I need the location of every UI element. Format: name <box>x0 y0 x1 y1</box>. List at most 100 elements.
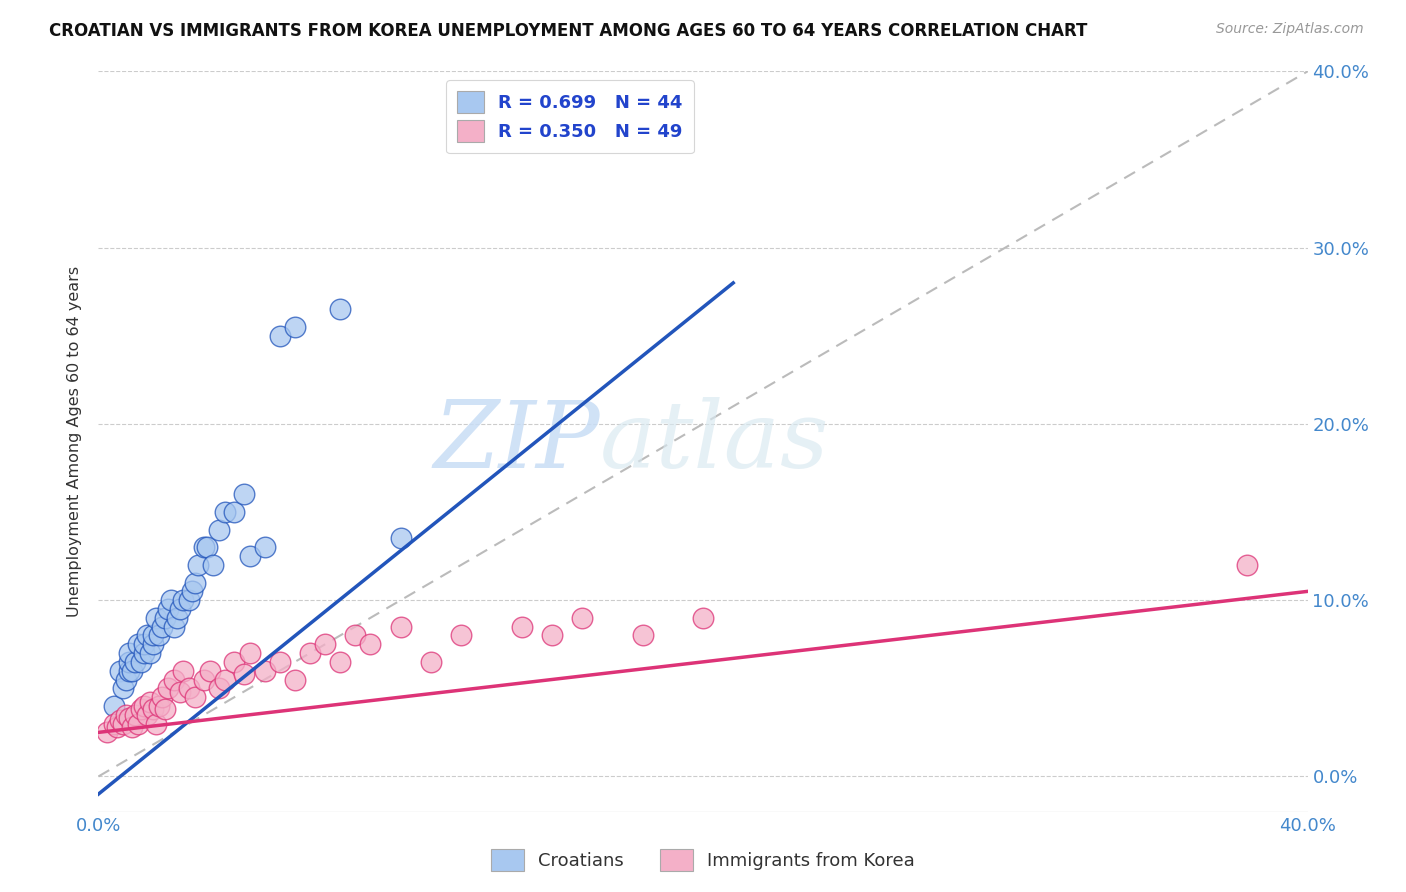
Point <box>139 695 162 709</box>
Legend: Croatians, Immigrants from Korea: Croatians, Immigrants from Korea <box>484 842 922 879</box>
Point <box>163 673 186 687</box>
Point <box>169 602 191 616</box>
Point <box>105 720 128 734</box>
Point <box>135 628 157 642</box>
Point <box>103 716 125 731</box>
Point <box>571 611 593 625</box>
Point <box>153 702 176 716</box>
Point <box>121 664 143 678</box>
Point <box>193 541 215 555</box>
Point <box>145 611 167 625</box>
Point <box>139 646 162 660</box>
Point <box>121 720 143 734</box>
Point <box>631 628 654 642</box>
Legend: R = 0.699   N = 44, R = 0.350   N = 49: R = 0.699 N = 44, R = 0.350 N = 49 <box>446 80 693 153</box>
Point <box>132 646 155 660</box>
Point <box>156 602 179 616</box>
Point <box>129 655 152 669</box>
Point <box>179 593 201 607</box>
Point <box>269 655 291 669</box>
Point <box>253 541 276 555</box>
Point <box>118 655 141 669</box>
Y-axis label: Unemployment Among Ages 60 to 64 years: Unemployment Among Ages 60 to 64 years <box>67 266 83 617</box>
Point <box>111 681 134 696</box>
Point <box>214 673 236 687</box>
Point <box>284 320 307 334</box>
Point <box>253 664 276 678</box>
Point <box>239 549 262 563</box>
Point <box>156 681 179 696</box>
Point <box>135 707 157 722</box>
Point <box>118 646 141 660</box>
Point <box>450 628 472 642</box>
Point <box>124 707 146 722</box>
Point <box>389 532 412 546</box>
Text: Source: ZipAtlas.com: Source: ZipAtlas.com <box>1216 22 1364 37</box>
Point <box>360 637 382 651</box>
Point <box>187 558 209 572</box>
Point <box>169 685 191 699</box>
Point <box>224 505 246 519</box>
Point <box>150 690 173 705</box>
Point <box>127 637 149 651</box>
Point <box>103 698 125 713</box>
Point <box>314 637 336 651</box>
Point <box>132 698 155 713</box>
Point <box>145 716 167 731</box>
Point <box>142 637 165 651</box>
Point <box>184 575 207 590</box>
Point <box>200 664 222 678</box>
Point <box>166 611 188 625</box>
Point <box>1236 558 1258 572</box>
Point <box>172 664 194 678</box>
Point <box>163 619 186 633</box>
Point <box>108 713 131 727</box>
Point <box>232 487 254 501</box>
Point <box>202 558 225 572</box>
Point <box>420 655 443 669</box>
Point <box>208 681 231 696</box>
Point <box>153 611 176 625</box>
Point <box>129 702 152 716</box>
Point <box>179 681 201 696</box>
Point <box>142 628 165 642</box>
Text: atlas: atlas <box>600 397 830 486</box>
Point <box>329 655 352 669</box>
Point <box>96 725 118 739</box>
Point <box>269 328 291 343</box>
Point <box>160 593 183 607</box>
Point <box>193 673 215 687</box>
Point <box>510 619 533 633</box>
Point <box>118 664 141 678</box>
Point <box>232 667 254 681</box>
Point <box>118 711 141 725</box>
Point <box>127 716 149 731</box>
Text: CROATIAN VS IMMIGRANTS FROM KOREA UNEMPLOYMENT AMONG AGES 60 TO 64 YEARS CORRELA: CROATIAN VS IMMIGRANTS FROM KOREA UNEMPL… <box>49 22 1088 40</box>
Point <box>208 523 231 537</box>
Point <box>114 707 136 722</box>
Point <box>214 505 236 519</box>
Point <box>148 628 170 642</box>
Point <box>184 690 207 705</box>
Point <box>108 664 131 678</box>
Point <box>195 541 218 555</box>
Point <box>150 619 173 633</box>
Point <box>224 655 246 669</box>
Point <box>172 593 194 607</box>
Point <box>124 655 146 669</box>
Point <box>540 628 562 642</box>
Point <box>132 637 155 651</box>
Point <box>142 702 165 716</box>
Point <box>181 584 204 599</box>
Point <box>148 698 170 713</box>
Point <box>344 628 367 642</box>
Point <box>284 673 307 687</box>
Point <box>389 619 412 633</box>
Point <box>299 646 322 660</box>
Point <box>239 646 262 660</box>
Point <box>111 716 134 731</box>
Point <box>692 611 714 625</box>
Point <box>329 302 352 317</box>
Text: ZIP: ZIP <box>433 397 600 486</box>
Point <box>114 673 136 687</box>
